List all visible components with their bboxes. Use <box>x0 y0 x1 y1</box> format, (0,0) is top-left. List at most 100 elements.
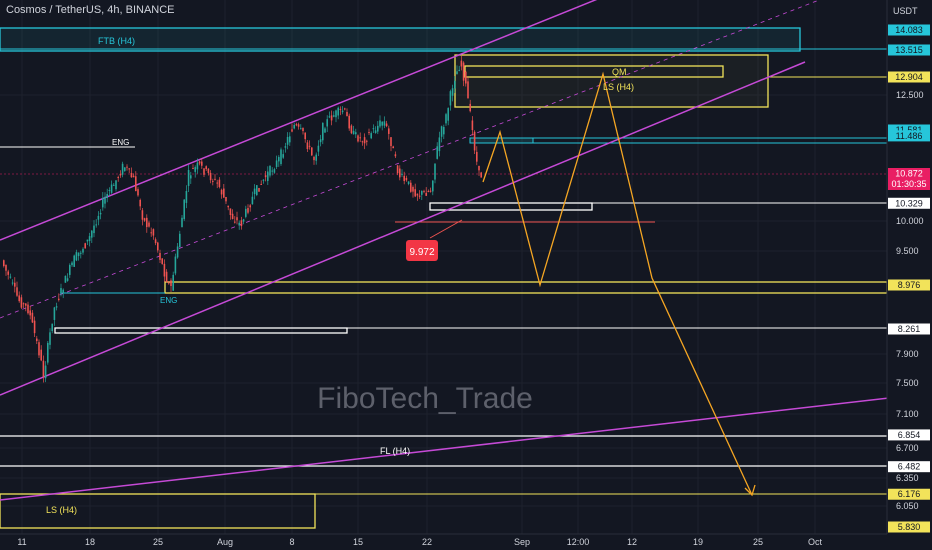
price-axis-bg <box>887 0 932 550</box>
candle-body <box>377 125 379 132</box>
candle-body <box>176 246 179 258</box>
candle-body <box>25 303 27 306</box>
candle-body <box>187 170 190 186</box>
watermark: FiboTech_Trade <box>317 382 533 415</box>
x-tick-label: 18 <box>85 537 95 547</box>
candle-body <box>469 103 471 112</box>
candle-body <box>216 182 218 184</box>
candle-body <box>75 252 78 261</box>
candle-body <box>308 145 311 147</box>
low-marker-line <box>429 219 463 239</box>
candle-body <box>460 60 463 67</box>
candle-body <box>172 274 174 291</box>
x-tick-label: 25 <box>753 537 763 547</box>
candle-body <box>361 141 364 143</box>
low-marker: 9.972 <box>406 219 463 261</box>
candle-body <box>44 365 47 379</box>
candle-body <box>429 190 432 192</box>
candle-body <box>124 167 126 171</box>
candle-body <box>47 342 49 363</box>
candle-body <box>203 168 205 175</box>
candle-body <box>412 186 414 192</box>
supply-zone[interactable] <box>454 54 769 108</box>
candle-body <box>38 342 40 356</box>
candle-body <box>223 188 225 198</box>
candle-body <box>159 252 161 260</box>
candle-body <box>445 114 447 124</box>
price-tag-label: 10.329 <box>895 198 923 208</box>
candles <box>3 56 482 383</box>
ls-top-label: LS (H4) <box>603 82 634 92</box>
candle-body <box>313 156 315 161</box>
candle-body <box>22 303 25 305</box>
horizontal-levels[interactable] <box>0 48 887 495</box>
ftb-zone[interactable] <box>0 27 801 52</box>
candle-body <box>31 312 34 323</box>
long-trend-line[interactable] <box>0 392 932 501</box>
candle-body <box>262 179 265 181</box>
candle-body <box>330 115 333 121</box>
channel-lower-line[interactable] <box>0 61 806 396</box>
candle-body <box>139 199 141 207</box>
candle-body <box>121 163 124 175</box>
price-tag-label: 5.830 <box>898 522 921 532</box>
candle-body <box>293 125 295 129</box>
y-tick-label: 7.100 <box>896 409 919 419</box>
white-zone-8261[interactable] <box>54 327 348 334</box>
low-badge <box>406 240 438 261</box>
candle-body <box>196 162 199 170</box>
price-axis[interactable]: USDT 12.500 10.000 9.500 7.900 7.500 7.100 6.7… <box>886 0 932 550</box>
ls-bottom-zone[interactable] <box>0 493 316 529</box>
x-ticks: 11 18 25 Aug 8 15 22 Sep 12:00 12 19 25 Oct <box>17 537 822 547</box>
candle-body <box>18 295 20 302</box>
white-zone-10329[interactable] <box>429 202 593 211</box>
price-tag-14.083 <box>888 24 930 36</box>
x-tick-label: 19 <box>693 537 703 547</box>
candle-body <box>467 81 469 99</box>
candle-body <box>396 165 399 174</box>
price-tag-label: 8.261 <box>898 324 921 334</box>
candle-body <box>251 196 254 205</box>
candle-body <box>82 248 84 253</box>
candle-body <box>414 189 416 197</box>
projection[interactable] <box>482 71 756 497</box>
x-tick-label: Sep <box>514 537 530 547</box>
candle-body <box>473 131 476 151</box>
candle-body <box>478 165 480 171</box>
countdown-label: 01:30:35 <box>891 179 926 189</box>
qm-zone[interactable] <box>464 65 724 78</box>
time-axis[interactable]: 11 18 25 Aug 8 15 22 Sep 12:00 12 19 25 Oct <box>0 533 932 550</box>
y-tick-label: 7.900 <box>896 349 919 359</box>
candle-body <box>245 208 247 217</box>
candle-body <box>9 276 12 278</box>
price-tag-label: 11.486 <box>896 131 923 141</box>
candle-body <box>317 145 320 152</box>
candle-body <box>388 128 390 134</box>
candle-body <box>249 205 251 208</box>
x-tick-label: 22 <box>422 537 432 547</box>
candle-body <box>201 161 203 166</box>
candle-body <box>405 177 408 181</box>
annotation-labels: FTB (H4) QM LS (H4) ENG ENG FL (H4) LS (… <box>46 36 634 515</box>
candle-body <box>60 288 62 293</box>
candle-body <box>148 222 150 227</box>
candle-body <box>273 169 276 173</box>
candle-body <box>16 287 18 296</box>
projection-path[interactable] <box>482 71 753 496</box>
candle-body <box>355 132 357 135</box>
candle-body <box>71 262 73 266</box>
candle-body <box>286 136 289 145</box>
candle-body <box>91 230 93 238</box>
candle-body <box>234 221 236 223</box>
candle-body <box>238 222 240 226</box>
candle-body <box>269 165 271 176</box>
candle-body <box>168 282 170 284</box>
candle-body <box>119 173 122 176</box>
candle-body <box>179 233 181 248</box>
price-tag-11.581 <box>888 124 930 136</box>
candle-body <box>434 163 436 180</box>
candle-body <box>49 332 51 345</box>
candle-body <box>346 111 348 117</box>
